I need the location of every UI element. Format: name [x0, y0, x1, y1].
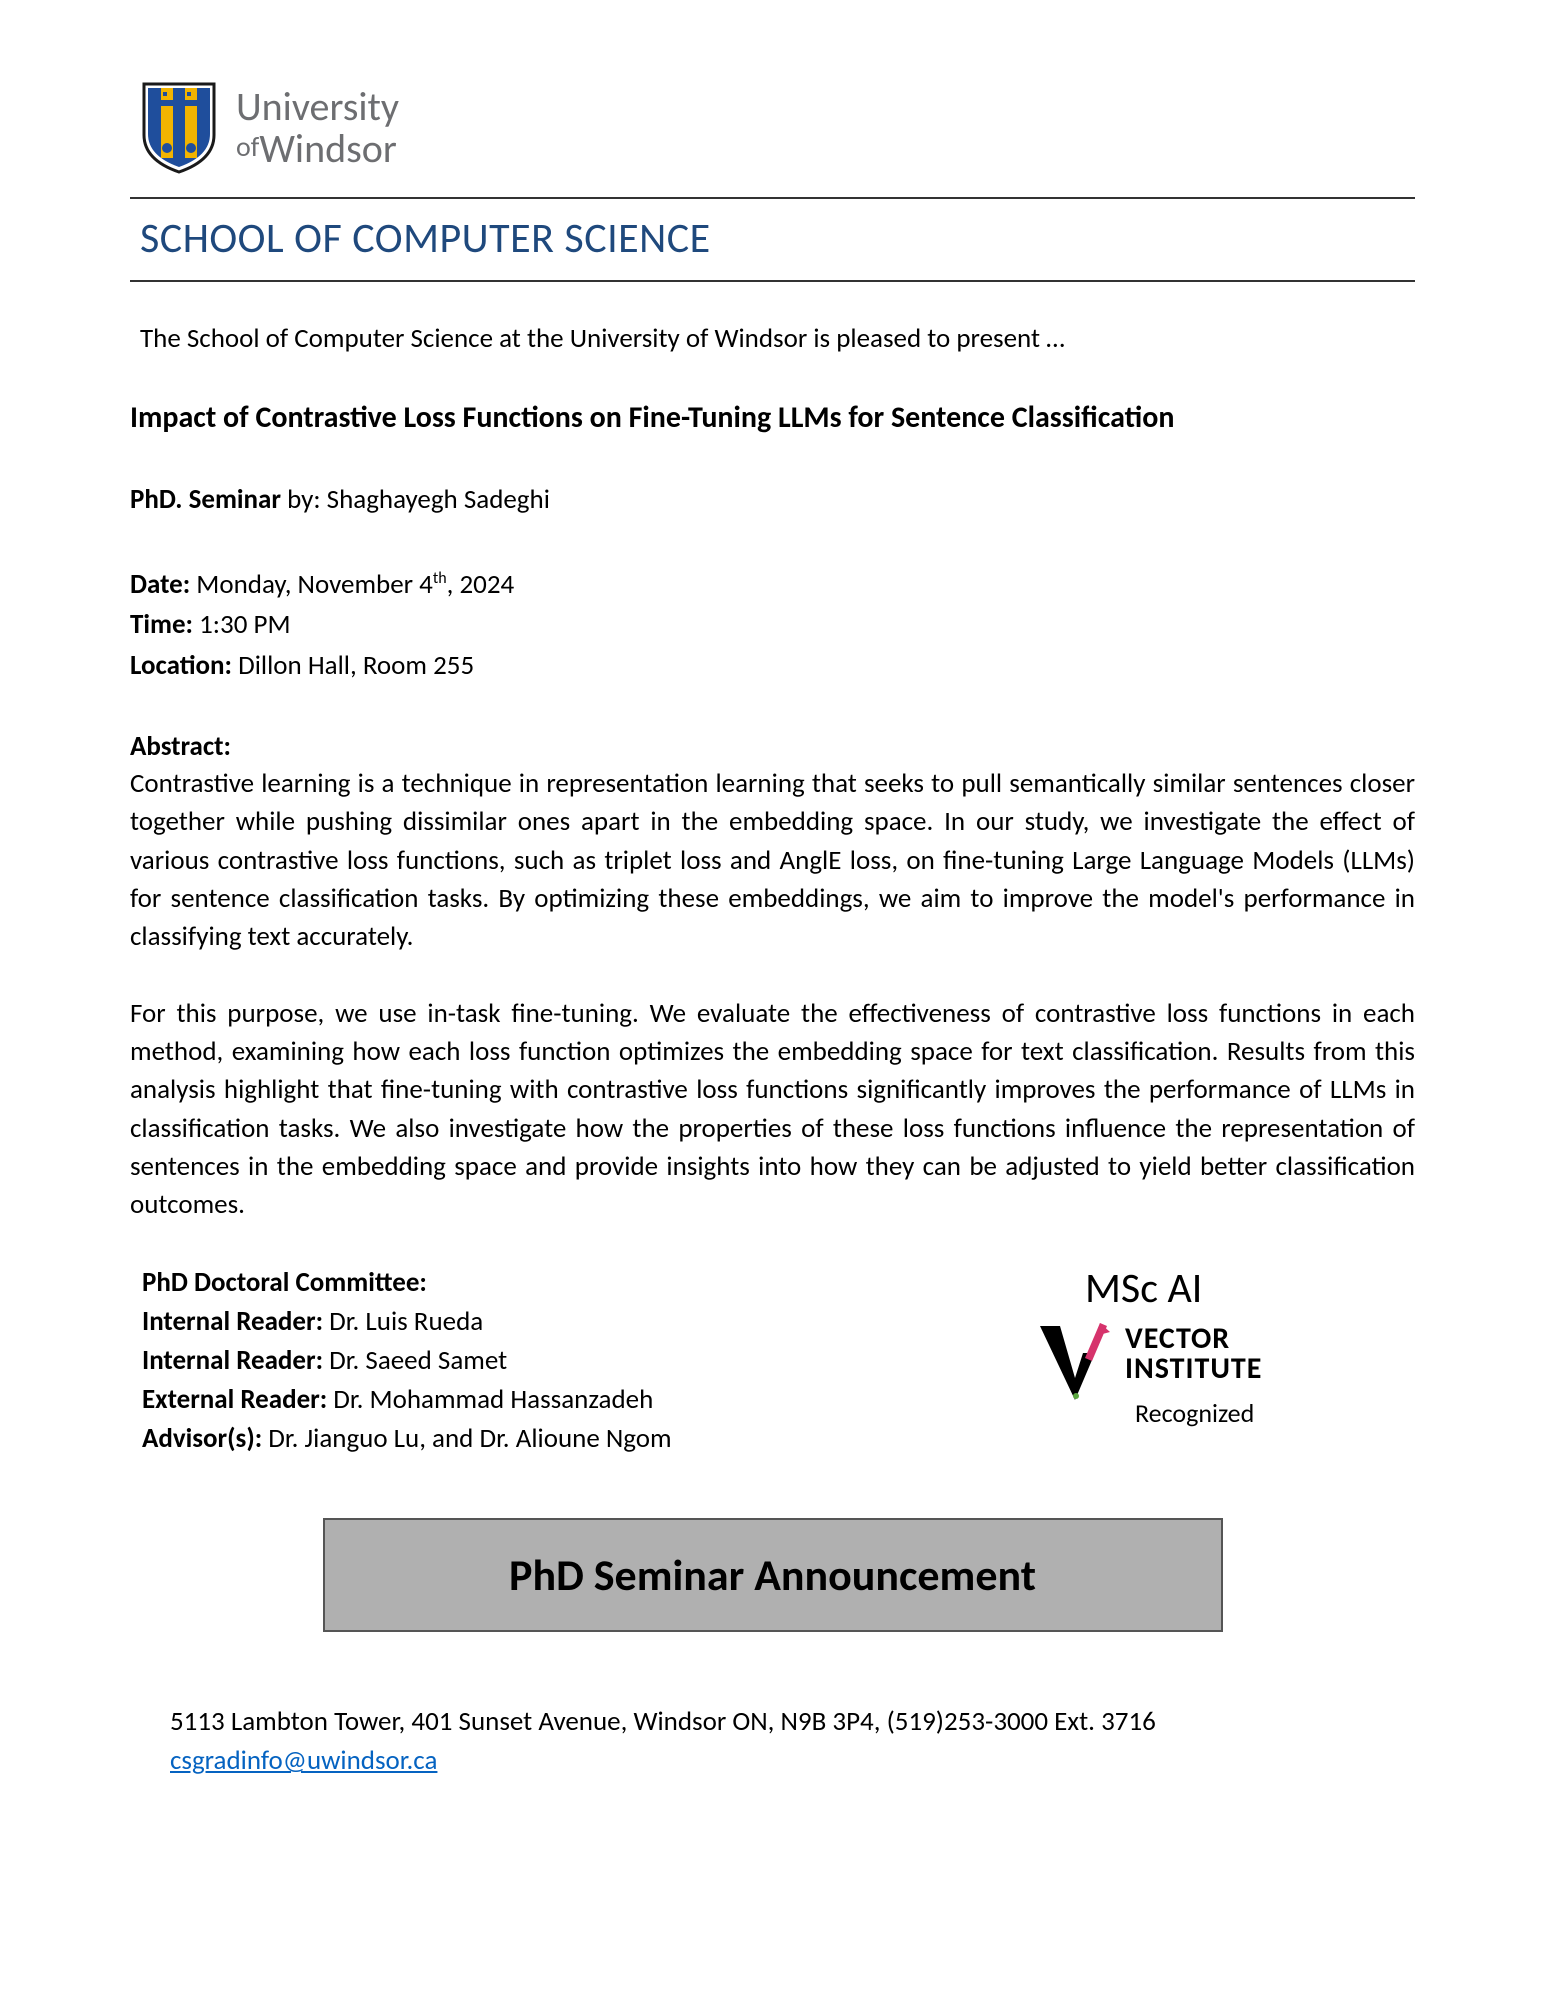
university-name: University ofWindsor	[236, 86, 399, 170]
footer-address: 5113 Lambton Tower, 401 Sunset Avenue, W…	[170, 1702, 1415, 1741]
seminar-title: Impact of Contrastive Loss Functions on …	[130, 399, 1415, 436]
department-header: SCHOOL OF COMPUTER SCIENCE	[130, 197, 1415, 282]
seminar-presenter-block: PhD. Seminar by: Shaghayegh Sadeghi	[130, 480, 1415, 521]
university-line1: University	[236, 86, 399, 128]
committee-row: PhD Doctoral Committee: Internal Reader:…	[130, 1263, 1415, 1459]
announcement-box: PhD Seminar Announcement	[323, 1518, 1223, 1632]
vector-recognized: Recognized	[1135, 1397, 1375, 1429]
event-time: Time: 1:30 PM	[130, 605, 1415, 646]
university-line2: ofWindsor	[236, 128, 399, 170]
vector-institute-badge: MSc AI VECTOR INSTITUTE Recognized	[995, 1263, 1375, 1429]
committee-title: PhD Doctoral Committee:	[142, 1263, 995, 1302]
intro-text: The School of Computer Science at the Un…	[140, 322, 1415, 355]
event-meta: Date: Monday, November 4th, 2024 Time: 1…	[130, 565, 1415, 687]
vector-text: VECTOR INSTITUTE	[1125, 1324, 1262, 1384]
footer: 5113 Lambton Tower, 401 Sunset Avenue, W…	[170, 1702, 1415, 1780]
committee-external-reader: External Reader: Dr. Mohammad Hassanzade…	[142, 1380, 995, 1419]
event-location: Location: Dillon Hall, Room 255	[130, 646, 1415, 687]
footer-email-link[interactable]: csgradinfo@uwindsor.ca	[170, 1744, 437, 1777]
committee-internal-reader-2: Internal Reader: Dr. Saeed Samet	[142, 1341, 995, 1380]
university-logo: University ofWindsor	[140, 80, 1415, 175]
shield-icon	[140, 80, 218, 175]
committee-block: PhD Doctoral Committee: Internal Reader:…	[142, 1263, 995, 1459]
msc-ai-label: MSc AI	[1085, 1263, 1375, 1314]
vector-logo: VECTOR INSTITUTE	[1035, 1318, 1375, 1403]
announcement-text: PhD Seminar Announcement	[509, 1548, 1036, 1602]
abstract-label: Abstract:	[130, 730, 1415, 763]
department-title: SCHOOL OF COMPUTER SCIENCE	[140, 213, 1415, 264]
vector-v-icon	[1035, 1318, 1115, 1403]
abstract-paragraph-2: For this purpose, we use in-task fine-tu…	[130, 995, 1415, 1225]
seminar-presenter: PhD. Seminar by: Shaghayegh Sadeghi	[130, 480, 1415, 521]
committee-advisors: Advisor(s): Dr. Jianguo Lu, and Dr. Alio…	[142, 1419, 995, 1458]
committee-internal-reader-1: Internal Reader: Dr. Luis Rueda	[142, 1302, 995, 1341]
abstract-paragraph-1: Contrastive learning is a technique in r…	[130, 765, 1415, 957]
event-date: Date: Monday, November 4th, 2024	[130, 565, 1415, 606]
